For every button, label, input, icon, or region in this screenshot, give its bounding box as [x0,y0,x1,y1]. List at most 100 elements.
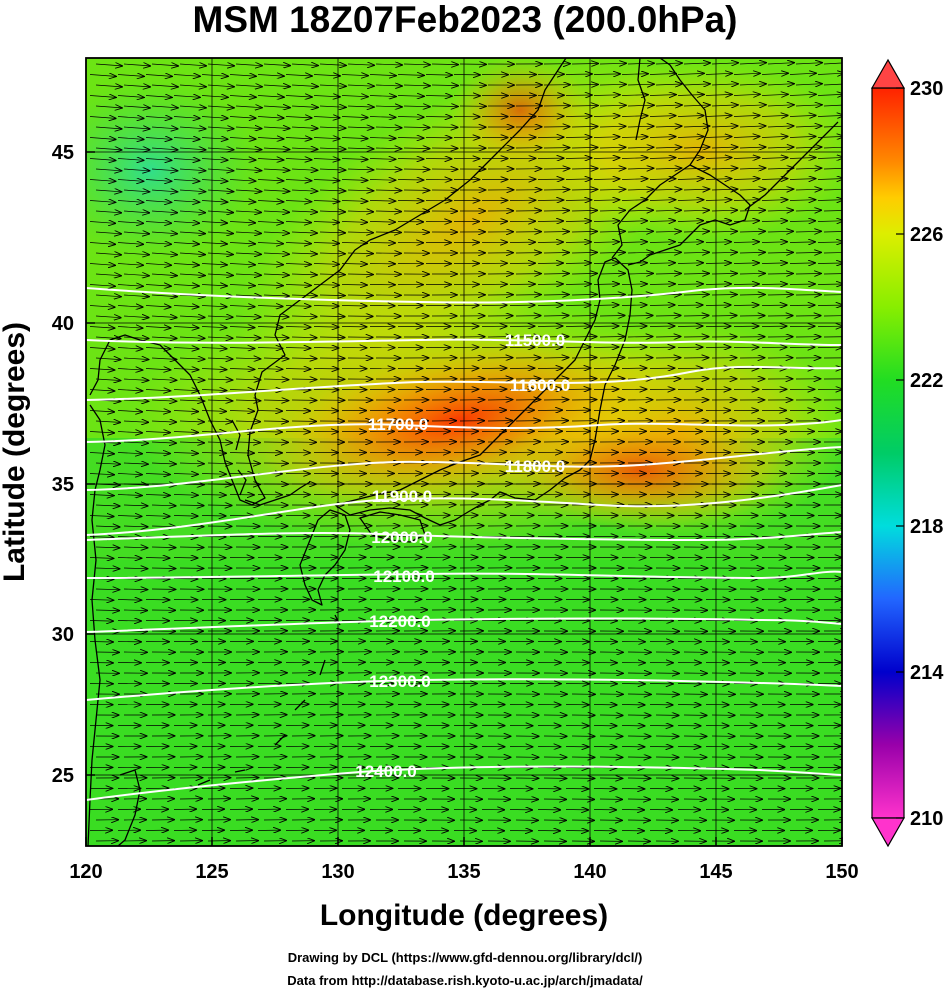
wind-arrow [207,505,232,506]
wind-arrow [319,169,345,170]
wind-arrow [285,159,312,160]
wind-arrow [123,421,148,422]
wind-arrow [89,642,113,643]
wind-arrow [291,358,317,359]
wind-arrow [313,159,340,160]
wind-arrow [403,169,429,170]
wind-arrow [823,231,842,233]
wind-arrow [89,96,116,98]
wind-arrow [571,147,598,148]
wind-arrow [285,138,312,139]
wind-arrow [705,305,731,306]
wind-arrow [733,73,760,74]
wind-arrow [397,138,424,139]
wind-arrow [593,74,620,75]
wind-arrow [789,94,816,95]
wind-arrow [151,337,177,338]
wind-arrow [117,180,143,182]
wind-arrow [285,243,311,244]
wind-arrow [369,222,395,223]
wind-arrow [655,105,682,106]
wind-arrow [145,159,172,161]
wind-arrow [235,463,260,464]
wind-arrow [173,495,198,496]
wind-arrow [179,232,205,234]
contour-label: 11700.0 [368,415,429,434]
wind-arrow [151,442,176,443]
wind-arrow [291,127,318,128]
wind-arrow [151,85,178,87]
wind-arrow [229,453,254,454]
wind-arrow [733,263,759,264]
wind-arrow [733,284,759,285]
wind-arrow [117,243,143,245]
wind-arrow [655,189,681,190]
wind-arrow [593,347,619,348]
wind-arrow [123,274,149,276]
wind-arrow [571,252,597,253]
wind-arrow [285,201,311,202]
wind-arrow [201,222,227,224]
wind-arrow [117,306,143,308]
wind-arrow [207,379,232,380]
contour-label: 11500.0 [505,331,566,350]
x-tick-labels: 120 125 130 135 140 145 150 [69,861,858,883]
wind-arrow [145,96,172,98]
wind-arrow [537,284,563,285]
wind-arrow [173,159,200,161]
wind-arrow [117,96,144,98]
wind-arrow [173,264,199,266]
wind-arrow [593,95,620,96]
wind-arrow [375,148,402,149]
x-tick-label: 125 [195,861,228,883]
wind-arrow [173,96,200,98]
wind-arrow [593,326,619,327]
wind-arrow [89,390,114,392]
wind-arrow [621,242,647,243]
wind-arrow [145,390,170,391]
wind-arrow [543,253,569,254]
wind-arrow [229,243,255,244]
wind-arrow [95,547,120,548]
wind-arrow [179,463,204,464]
wind-arrow [145,222,171,224]
wind-arrow [621,74,648,75]
wind-arrow [593,137,620,138]
wind-arrow [347,85,374,86]
wind-arrow [627,168,653,169]
wind-arrow [599,105,626,106]
wind-arrow [347,295,373,296]
wind-arrow [655,126,682,127]
wind-arrow [207,232,233,234]
wind-arrow [145,117,172,119]
wind-arrow [677,305,703,306]
wind-arrow [683,189,709,190]
wind-arrow [145,411,170,412]
wind-arrow [621,305,647,306]
y-tick-label: 30 [52,624,74,646]
wind-arrow [89,327,115,329]
wind-arrow [627,63,654,64]
wind-arrow [795,105,822,106]
wind-arrow [627,189,653,190]
wind-arrow [257,222,283,223]
wind-arrow [201,327,227,328]
wind-arrow [117,138,144,140]
wind-arrow [95,463,120,464]
wind-arrow [649,221,675,222]
wind-arrow [151,421,176,422]
wind-arrow [173,138,200,140]
wind-arrow [789,263,815,264]
wind-arrow [341,138,368,139]
wind-arrow [823,83,842,86]
wind-arrow [683,294,709,295]
wind-arrow [593,158,620,159]
wind-arrow [705,242,731,243]
wind-arrow [705,137,732,138]
wind-arrow [369,201,395,202]
wind-arrow [151,379,176,380]
wind-arrow [739,84,766,85]
wind-arrow [397,75,424,76]
wind-arrow [257,117,284,119]
wind-arrow [627,252,653,253]
